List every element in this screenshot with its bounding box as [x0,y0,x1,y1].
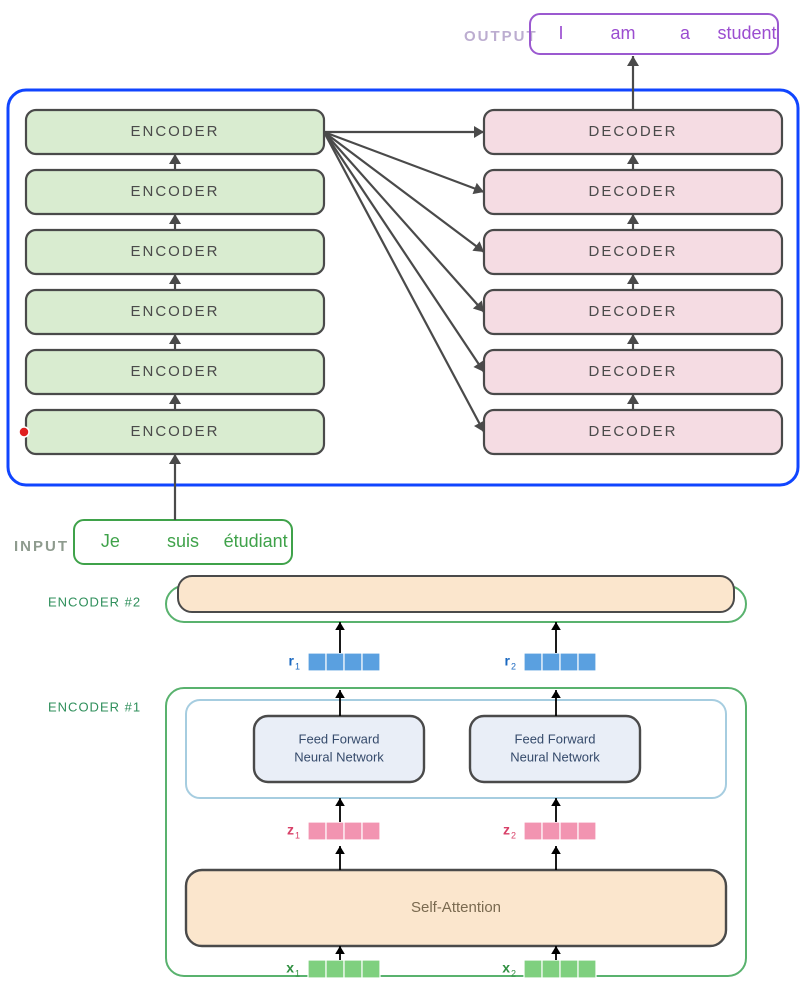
decoder-block: DECODER [484,410,782,454]
svg-text:z: z [287,822,294,838]
decoder-block: DECODER [484,290,782,334]
svg-text:x: x [286,960,294,976]
input-word: suis [167,531,199,551]
svg-text:DECODER: DECODER [588,123,677,140]
svg-text:Feed Forward: Feed Forward [299,731,380,746]
svg-text:1: 1 [295,661,300,671]
output-word: student [717,23,776,43]
svg-text:1: 1 [295,830,300,840]
svg-text:Feed Forward: Feed Forward [515,731,596,746]
encoder2-inner [178,576,734,612]
laser-pointer-dot [19,427,29,437]
svg-text:ENCODER: ENCODER [130,423,219,440]
decoder-block: DECODER [484,350,782,394]
encoder1-label: ENCODER #1 [48,699,141,714]
svg-text:DECODER: DECODER [588,363,677,380]
svg-text:ENCODER: ENCODER [130,363,219,380]
self-attention-label: Self-Attention [411,899,501,916]
svg-text:r: r [505,653,511,669]
svg-text:DECODER: DECODER [588,303,677,320]
svg-text:1: 1 [295,968,300,978]
input-word: étudiant [224,531,288,551]
svg-text:ENCODER: ENCODER [130,183,219,200]
encoder-block: ENCODER [26,230,324,274]
encoder-block: ENCODER [26,110,324,154]
svg-text:ENCODER: ENCODER [130,243,219,260]
svg-text:DECODER: DECODER [588,423,677,440]
decoder-block: DECODER [484,230,782,274]
output-word: am [610,23,635,43]
decoder-block: DECODER [484,170,782,214]
encoder2-label: ENCODER #2 [48,594,141,609]
svg-text:ENCODER: ENCODER [130,123,219,140]
decoder-block: DECODER [484,110,782,154]
encoder-block: ENCODER [26,170,324,214]
output-word: a [680,23,691,43]
output-label: OUTPUT [464,28,538,45]
encoder-block: ENCODER [26,410,324,454]
encoder-block: ENCODER [26,290,324,334]
encoder-block: ENCODER [26,350,324,394]
svg-text:ENCODER: ENCODER [130,303,219,320]
ffn-block: Feed Forward Neural Network [254,716,424,782]
svg-text:Neural Network: Neural Network [294,749,384,764]
svg-text:x: x [502,960,510,976]
svg-text:r: r [289,653,295,669]
svg-text:z: z [503,822,510,838]
svg-text:DECODER: DECODER [588,243,677,260]
svg-text:2: 2 [511,830,516,840]
svg-text:DECODER: DECODER [588,183,677,200]
output-word: I [558,23,563,43]
input-label: INPUT [14,538,69,555]
svg-text:Neural Network: Neural Network [510,749,600,764]
input-word: Je [101,531,120,551]
ffn-block: Feed Forward Neural Network [470,716,640,782]
svg-text:2: 2 [511,968,516,978]
svg-text:2: 2 [511,661,516,671]
